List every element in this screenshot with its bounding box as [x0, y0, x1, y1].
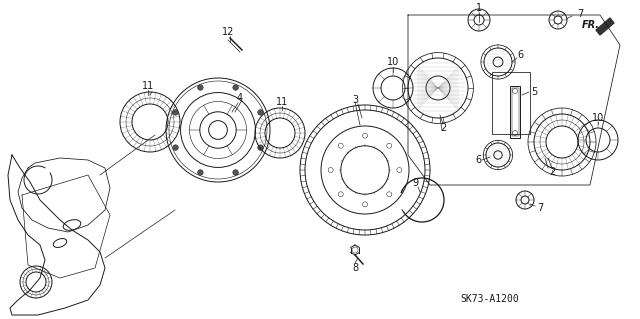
Text: SK73-A1200: SK73-A1200: [461, 294, 520, 304]
Polygon shape: [596, 18, 614, 35]
Text: 9: 9: [412, 178, 418, 188]
Circle shape: [173, 110, 179, 115]
Text: 8: 8: [352, 263, 358, 273]
Text: 6: 6: [475, 155, 481, 165]
Text: 12: 12: [222, 27, 234, 37]
Text: 1: 1: [476, 3, 482, 13]
Circle shape: [258, 110, 263, 115]
Text: 4: 4: [237, 93, 243, 103]
Text: 10: 10: [592, 113, 604, 123]
Text: FR.: FR.: [582, 20, 600, 30]
Circle shape: [258, 145, 263, 150]
Text: 11: 11: [142, 81, 154, 91]
Text: 5: 5: [531, 87, 537, 97]
Text: 2: 2: [549, 167, 555, 177]
Circle shape: [198, 85, 203, 90]
Circle shape: [198, 170, 203, 175]
Text: 3: 3: [352, 95, 358, 105]
Text: 7: 7: [537, 203, 543, 213]
Bar: [492, 72, 530, 134]
Text: 2: 2: [440, 123, 446, 133]
Circle shape: [233, 85, 239, 90]
Text: 11: 11: [276, 97, 288, 107]
Bar: [510, 86, 520, 138]
Text: 7: 7: [577, 9, 583, 19]
Circle shape: [233, 170, 239, 175]
Text: 10: 10: [387, 57, 399, 67]
Text: 6: 6: [517, 50, 523, 60]
Circle shape: [173, 145, 179, 150]
Bar: [511, 88, 518, 136]
